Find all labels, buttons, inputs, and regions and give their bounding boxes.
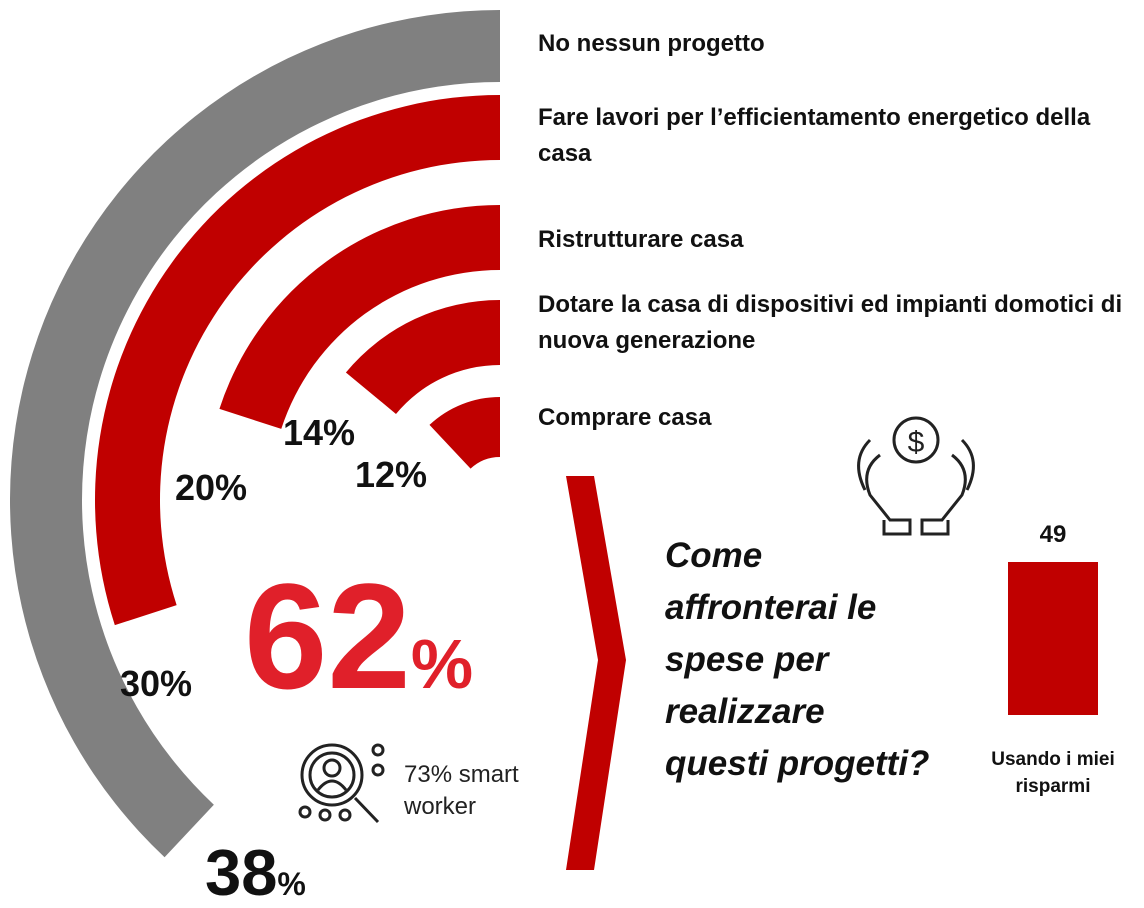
value-label-number: 14 — [283, 412, 323, 453]
question: realizzare — [665, 692, 825, 731]
value-label-number: 30 — [120, 663, 160, 704]
value-label-number: 12 — [355, 454, 395, 495]
bar — [1008, 562, 1098, 715]
question: Come — [665, 536, 762, 575]
ring-bar — [10, 10, 501, 858]
value-label-unit: % — [215, 467, 247, 508]
value-label-number: 38 — [205, 836, 277, 908]
value-label: 12% — [355, 454, 427, 495]
category-label: No nessun progetto — [538, 30, 765, 57]
ring-bar — [429, 397, 500, 469]
headline-unit: % — [411, 625, 473, 703]
svg-text:$: $ — [908, 426, 925, 459]
value-label: 38% — [205, 836, 306, 908]
value-label: 20% — [175, 467, 247, 508]
question: spese per — [665, 640, 831, 679]
chevron — [566, 476, 626, 870]
value-label-unit: % — [160, 663, 192, 704]
category-label: Dotare la casa di dispositivi ed impiant… — [538, 291, 1123, 354]
ring-bar — [345, 300, 500, 414]
search-people-icon — [298, 743, 385, 824]
value-label: 30% — [120, 663, 192, 704]
headline-number: 62 — [244, 552, 411, 720]
note: worker — [403, 793, 476, 820]
ring-bar — [94, 95, 500, 626]
value-label-number: 20 — [175, 467, 215, 508]
question: affronterai le — [665, 588, 876, 627]
question: questi progetti? — [665, 744, 929, 783]
category-label: Usando i miei risparmi — [991, 749, 1115, 797]
category-label: Comprare casa — [538, 404, 712, 431]
value-label: 49 — [1040, 521, 1067, 548]
ring-bar — [219, 205, 500, 429]
note: 73% smart — [404, 761, 519, 788]
money-hands-icon: $ — [857, 416, 975, 536]
value-label-unit: % — [395, 454, 427, 495]
headline: 62% — [244, 552, 473, 720]
value-label: 14% — [283, 412, 355, 453]
category-label: Fare lavori per l’efficientamento energe… — [538, 104, 1091, 167]
category-label: Ristrutturare casa — [538, 226, 744, 253]
value-label-unit: % — [277, 866, 305, 902]
value-label-unit: % — [323, 412, 355, 453]
